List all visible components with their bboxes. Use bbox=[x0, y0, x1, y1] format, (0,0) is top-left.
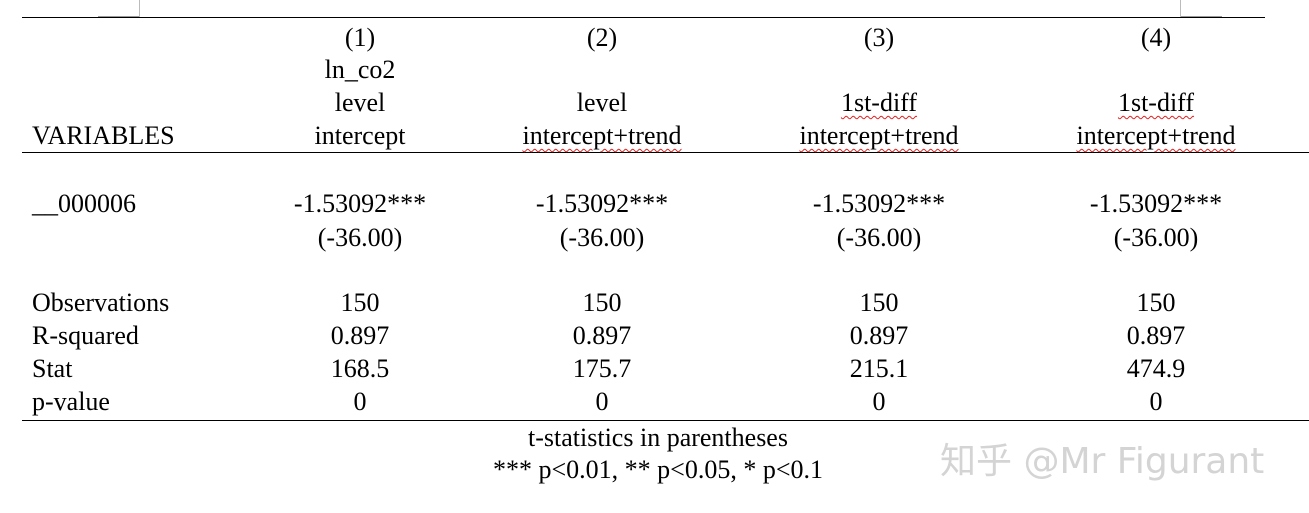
column-heading: level bbox=[576, 88, 628, 117]
column-heading: intercept+trend bbox=[522, 121, 682, 150]
column-number: (3) bbox=[863, 23, 895, 52]
corner-mark bbox=[1180, 0, 1181, 17]
row-label: Observations bbox=[32, 288, 170, 317]
header-rule bbox=[22, 152, 1309, 153]
stat-value: 150 bbox=[340, 288, 380, 317]
note: t-statistics in parentheses bbox=[528, 423, 788, 452]
stat-value: 175.7 bbox=[572, 354, 632, 383]
t-statistic: (-36.00) bbox=[317, 223, 403, 252]
coefficient: -1.53092*** bbox=[535, 189, 669, 218]
stat-value: 0 bbox=[1149, 387, 1163, 416]
stat-value: 474.9 bbox=[1126, 354, 1186, 383]
stat-value: 0 bbox=[872, 387, 886, 416]
stat-value: 0 bbox=[595, 387, 609, 416]
column-heading: 1st-diff bbox=[840, 88, 918, 117]
stat-value: 150 bbox=[582, 288, 622, 317]
coefficient: -1.53092*** bbox=[1089, 189, 1223, 218]
row-label: p-value bbox=[32, 387, 110, 416]
note: *** p<0.01, ** p<0.05, * p<0.1 bbox=[493, 455, 823, 484]
variables-label: VARIABLES bbox=[32, 121, 175, 150]
corner-mark bbox=[1180, 16, 1222, 17]
column-heading: level bbox=[334, 88, 386, 117]
t-statistic: (-36.00) bbox=[1113, 223, 1199, 252]
coefficient: -1.53092*** bbox=[812, 189, 946, 218]
stat-value: 150 bbox=[1136, 288, 1176, 317]
column-number: (1) bbox=[344, 23, 376, 52]
stat-value: 0.897 bbox=[572, 321, 632, 350]
t-statistic: (-36.00) bbox=[836, 223, 922, 252]
row-label: Stat bbox=[32, 354, 73, 383]
stat-value: 168.5 bbox=[330, 354, 390, 383]
stat-value: 150 bbox=[859, 288, 899, 317]
column-heading: intercept+trend bbox=[799, 121, 959, 150]
stat-value: 0.897 bbox=[849, 321, 909, 350]
watermark: 知乎 @Mr Figurant bbox=[940, 441, 1265, 482]
top-rule bbox=[22, 17, 1265, 18]
corner-mark bbox=[139, 0, 140, 17]
stat-value: 0 bbox=[353, 387, 367, 416]
column-number: (2) bbox=[586, 23, 618, 52]
coefficient: -1.53092*** bbox=[293, 189, 427, 218]
stat-value: 0.897 bbox=[1126, 321, 1186, 350]
column-number: (4) bbox=[1140, 23, 1172, 52]
row-label: __000006 bbox=[32, 189, 136, 218]
column-heading: intercept bbox=[314, 121, 406, 150]
stat-value: 0.897 bbox=[330, 321, 390, 350]
column-heading: ln_co2 bbox=[324, 55, 396, 84]
stat-value: 215.1 bbox=[849, 354, 909, 383]
t-statistic: (-36.00) bbox=[559, 223, 645, 252]
bottom-rule bbox=[22, 420, 1309, 421]
corner-mark bbox=[98, 16, 140, 17]
column-heading: intercept+trend bbox=[1076, 121, 1236, 150]
row-label: R-squared bbox=[32, 321, 139, 350]
column-heading: 1st-diff bbox=[1117, 88, 1195, 117]
